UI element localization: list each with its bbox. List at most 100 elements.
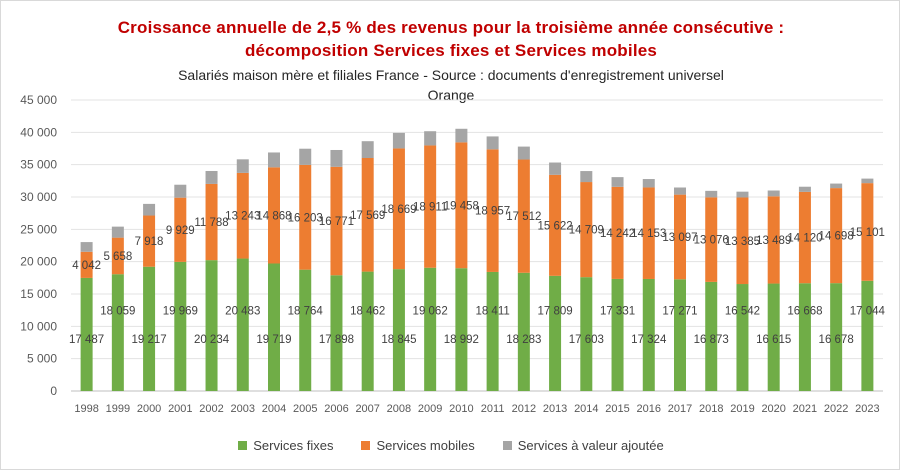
data-label-fixes: 16 678 — [819, 334, 854, 346]
data-label-fixes: 18 462 — [350, 306, 385, 318]
data-label-mobiles: 14 120 — [787, 233, 822, 245]
x-tick-label: 2009 — [418, 403, 442, 415]
data-label-fixes: 19 062 — [413, 306, 448, 318]
data-label-fixes: 17 487 — [69, 334, 104, 346]
data-label-fixes: 19 217 — [131, 334, 166, 346]
x-tick-label: 2021 — [793, 403, 817, 415]
bar-segment-mobiles — [736, 197, 749, 285]
bar-segment-vas — [549, 162, 562, 175]
bar-segment-fixes — [174, 261, 187, 391]
bar-segment-fixes — [299, 269, 312, 391]
x-tick-label: 2005 — [293, 403, 317, 415]
bar-segment-fixes — [455, 268, 468, 391]
data-label-mobiles: 11 788 — [194, 217, 228, 229]
bar-segment-vas — [268, 152, 280, 168]
data-label-mobiles: 18 669 — [381, 204, 416, 216]
bar-segment-mobiles — [861, 183, 874, 281]
data-label-mobiles: 15 101 — [850, 227, 885, 239]
y-tick-label: 30 000 — [20, 190, 57, 204]
bar-segment-vas — [424, 131, 437, 146]
bar-segment-vas — [642, 179, 655, 188]
x-tick-label: 2002 — [199, 403, 223, 415]
bar-segment-mobiles — [330, 166, 343, 276]
data-label-mobiles: 13 489 — [756, 235, 791, 247]
legend-item-mobiles: Services mobiles — [361, 438, 475, 453]
bar-segment-mobiles — [268, 167, 280, 264]
x-tick-label: 2004 — [262, 403, 286, 415]
bar-segment-vas — [611, 177, 624, 187]
chart-legend: Services fixes Services mobiles Services… — [1, 438, 900, 453]
bar-segment-mobiles — [236, 172, 249, 259]
legend-label-fixes: Services fixes — [253, 438, 334, 453]
data-label-mobiles: 14 153 — [631, 228, 666, 240]
bar-segment-vas — [517, 146, 530, 160]
y-tick-label: 45 000 — [20, 93, 57, 107]
bar-segment-mobiles — [299, 164, 312, 270]
data-label-fixes: 16 668 — [787, 306, 822, 318]
bar-segment-fixes — [268, 263, 280, 391]
x-tick-label: 2001 — [168, 403, 192, 415]
x-tick-label: 2010 — [449, 403, 473, 415]
data-label-fixes: 20 234 — [194, 334, 230, 346]
data-label-mobiles: 4 042 — [72, 260, 101, 272]
x-tick-label: 2017 — [668, 403, 692, 415]
data-label-mobiles: 18 911 — [413, 202, 447, 214]
bar-segment-mobiles — [392, 148, 405, 270]
bar-segment-fixes — [236, 258, 249, 391]
data-label-fixes: 17 331 — [600, 306, 635, 318]
y-tick-label: 5 000 — [27, 352, 57, 366]
bar-segment-mobiles — [830, 188, 843, 284]
x-tick-label: 1999 — [106, 403, 130, 415]
y-tick-label: 10 000 — [20, 319, 57, 333]
bar-segment-mobiles — [455, 142, 468, 269]
bar-segment-mobiles — [517, 159, 530, 273]
data-label-fixes: 18 845 — [381, 334, 416, 346]
bar-segment-mobiles — [767, 196, 780, 284]
bar-segment-vas — [299, 148, 312, 165]
x-tick-label: 2015 — [605, 403, 629, 415]
bar-segment-fixes — [80, 277, 93, 391]
bar-segment-vas — [143, 203, 156, 216]
data-label-mobiles: 14 698 — [819, 231, 854, 243]
bar-segment-mobiles — [486, 149, 499, 272]
bar-segment-vas — [580, 171, 593, 183]
bar-segment-fixes — [861, 280, 874, 391]
x-tick-label: 2022 — [824, 403, 848, 415]
data-label-mobiles: 14 709 — [569, 225, 604, 237]
chart-subtitle: Salariés maison mère et filiales France … — [178, 67, 724, 83]
bar-segment-fixes — [705, 281, 718, 391]
bar-segment-vas — [736, 191, 749, 198]
x-tick-label: 2016 — [637, 403, 661, 415]
data-label-mobiles: 18 957 — [475, 206, 510, 218]
bar-segment-vas — [236, 159, 249, 173]
data-label-fixes: 17 603 — [569, 334, 604, 346]
data-label-fixes: 19 719 — [256, 334, 291, 346]
x-tick-label: 1998 — [74, 403, 98, 415]
bar-segment-mobiles — [111, 237, 124, 275]
bar-segment-vas — [330, 149, 343, 167]
bar-segment-fixes — [330, 275, 343, 391]
data-label-mobiles: 15 622 — [537, 220, 572, 232]
bar-segment-fixes — [392, 269, 405, 391]
data-label-mobiles: 14 868 — [256, 210, 291, 222]
bar-segment-mobiles — [143, 215, 156, 267]
bar-segment-mobiles — [674, 194, 686, 280]
bar-segment-mobiles — [424, 145, 437, 268]
y-tick-label: 20 000 — [20, 255, 57, 269]
bar-segment-mobiles — [549, 174, 562, 276]
bar-segment-vas — [767, 190, 780, 197]
bar-segment-mobiles — [705, 197, 718, 282]
chart-title: Croissance annuelle de 2,5 % des revenus… — [117, 18, 785, 37]
bar-segment-fixes — [611, 278, 624, 391]
bar-segment-fixes — [736, 284, 749, 391]
data-label-fixes: 16 873 — [694, 334, 729, 346]
bar-segment-mobiles — [174, 197, 187, 262]
data-label-mobiles: 17 569 — [350, 210, 385, 222]
bar-segment-vas — [830, 183, 843, 189]
bar-segment-mobiles — [205, 183, 218, 261]
legend-swatch-mobiles — [361, 441, 371, 450]
data-label-mobiles: 9 929 — [166, 225, 195, 237]
bar-segment-vas — [486, 136, 499, 150]
